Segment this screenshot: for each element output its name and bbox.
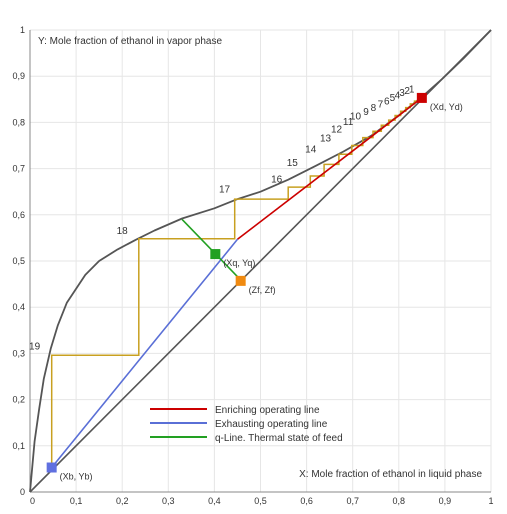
- point-marker-2: [235, 275, 246, 286]
- y-tick-label-9: 0,9: [12, 71, 25, 81]
- y-tick-label-4: 0,4: [12, 302, 25, 312]
- stage-label-3: 3: [399, 88, 405, 99]
- point-marker-3: [46, 462, 57, 473]
- x-tick-label-9: 0,9: [439, 496, 452, 506]
- x-tick-label-8: 0,8: [393, 496, 406, 506]
- axes: 0 0,1 0,2 0,3 0,4 0,5 0,6 0,7 0,8 0,9 100,10,20,30…: [12, 25, 493, 506]
- stage-label-16: 16: [271, 174, 283, 185]
- legend-label-0: Enriching operating line: [215, 405, 320, 416]
- series-line-0: [237, 97, 423, 240]
- legend-label-1: Exhausting operating line: [215, 419, 328, 430]
- y-tick-label-7: 0,7: [12, 164, 25, 174]
- stage-label-9: 9: [363, 107, 369, 118]
- y-tick-label-0: 0: [20, 487, 25, 497]
- y-axis-label: Y: Mole fraction of ethanol in vapor pha…: [38, 36, 222, 47]
- stage-label-17: 17: [219, 185, 231, 196]
- stage-label-8: 8: [371, 103, 377, 114]
- point-label-2: (Zf, Zf): [249, 285, 276, 295]
- stage-label-14: 14: [305, 144, 317, 155]
- key-points: (Xd, Yd) (Xq, Yq) (Zf, Zf) (Xb, Yb): [46, 92, 463, 482]
- point-marker-0: [416, 92, 427, 103]
- legend-label-2: q-Line. Thermal state of feed: [215, 433, 343, 444]
- y-tick-label-1: 0,1: [12, 441, 25, 451]
- legend: Enriching operating line Exhausting opera…: [150, 405, 343, 444]
- x-axis-label: X: Mole fraction of ethanol in liquid ph…: [299, 469, 482, 480]
- point-label-1: (Xq, Yq): [223, 258, 255, 268]
- stage-label-12: 12: [331, 125, 343, 136]
- stage-label-1: 1: [409, 84, 415, 95]
- grid: [29, 29, 492, 493]
- stage-label-7: 7: [378, 100, 384, 111]
- x-tick-label-1: 0,1: [70, 496, 83, 506]
- x-tick-label-7: 0,7: [346, 496, 359, 506]
- stage-label-13: 13: [320, 133, 332, 144]
- x-tick-label-4: 0,4: [208, 496, 221, 506]
- operating-lines: [51, 97, 423, 469]
- point-label-3: (Xb, Yb): [60, 472, 93, 482]
- y-tick-label-3: 0,3: [12, 348, 25, 358]
- diagonal-line: [29, 29, 492, 493]
- stage-label-15: 15: [287, 158, 299, 169]
- stage-label-10: 10: [350, 112, 362, 123]
- y-tick-label-5: 0,5: [12, 256, 25, 266]
- stage-label-2: 2: [404, 86, 410, 97]
- point-label-0: (Xd, Yd): [430, 102, 463, 112]
- stage-label-6: 6: [384, 96, 390, 107]
- x-tick-label-2: 0,2: [116, 496, 129, 506]
- y-tick-label-6: 0,6: [12, 210, 25, 220]
- y-tick-label-8: 0,8: [12, 117, 25, 127]
- x-tick-label-10: 1: [488, 496, 493, 506]
- point-marker-1: [210, 249, 221, 260]
- x-tick-label-6: 0,6: [300, 496, 313, 506]
- stage-label-4: 4: [395, 90, 401, 101]
- series-line-2: [181, 218, 239, 278]
- x-tick-label-0: 0: [30, 496, 35, 506]
- stage-label-18: 18: [117, 226, 129, 237]
- x-tick-label-5: 0,5: [254, 496, 267, 506]
- stage-label-5: 5: [390, 93, 396, 104]
- stage-label-19: 19: [29, 342, 41, 353]
- y-tick-label-10: 1: [20, 25, 25, 35]
- stage-label-11: 11: [343, 117, 354, 128]
- series-line-1: [51, 238, 239, 469]
- y-tick-label-2: 0,2: [12, 395, 25, 405]
- x-tick-label-3: 0,3: [162, 496, 175, 506]
